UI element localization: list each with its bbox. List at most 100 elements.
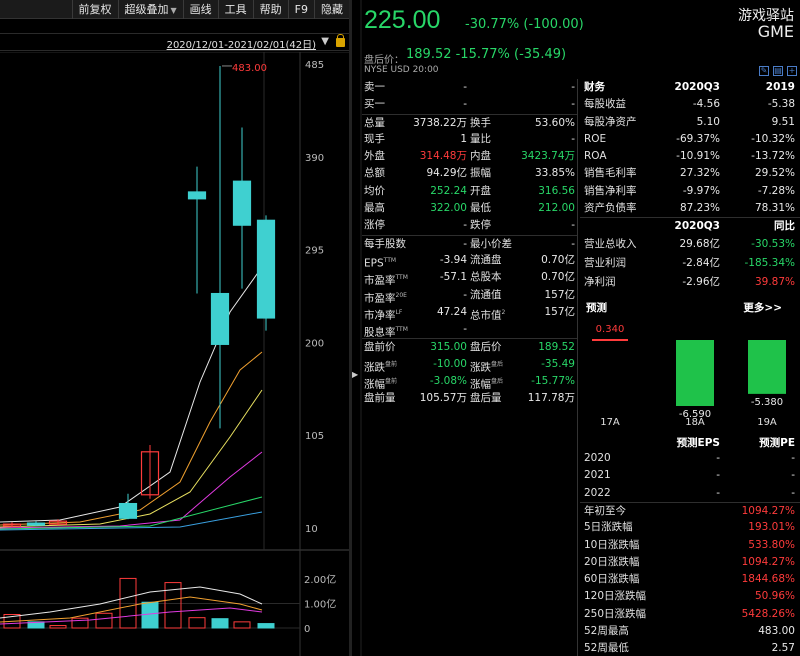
moving-average-line [0,266,263,523]
toolbar-f9-button[interactable]: F9 [287,0,314,19]
prediction-pe: - [791,452,795,464]
forecast-value: -6.590 [679,409,711,420]
quote-label: 涨幅盘前 [364,378,398,391]
moving-average-line [0,351,263,526]
date-range-selector[interactable]: 2020/12/01-2021/02/01(42日) [166,40,316,51]
panel-divider[interactable] [349,0,352,656]
quote-value: 3738.22万 [413,116,467,129]
volume-tick-label: 2.00亿 [304,573,336,586]
quote-value: 212.00 [538,202,575,215]
candle-body [210,292,230,345]
financial-row: 每股收益 -4.56 -5.38 [580,96,800,113]
quote-row: 总量 3738.22万 换手 53.60% [362,113,577,131]
quote-value: - [463,98,467,111]
performance-label: 10日涨跌幅 [584,538,640,551]
toolbar-draw-button[interactable]: 画线 [182,0,218,19]
quote-value: 322.00 [430,202,467,215]
metric-label: 营业总收入 [584,237,637,250]
forecast-header: 预测 更多>> [580,300,800,316]
quote-value: - [463,323,467,336]
performance-row: 60日涨跌幅 1844.68% [580,571,800,588]
chart-icon[interactable]: ▤ [773,66,783,76]
quote-label: 市盈率20E [364,291,407,305]
quote-value: -10.00 [433,357,467,370]
add-icon[interactable]: + [787,66,797,76]
quote-table: 卖一 - - 买一 - - 总量 3738.22万 换手 53.60% 现手 1 量比 - 外盘 314.48… [362,79,577,408]
quote-label: 卖一 [364,81,385,93]
superscript: 盘后 [491,378,504,386]
volume-bar [95,612,113,629]
performance-value: 1094.27% [741,555,795,568]
financial-table: 财务 2020Q3 2019 每股收益 -4.56 -5.38 每股净资产 5.10 9.51 R… [580,79,800,292]
pe-header: 预测PE [759,437,795,449]
y-tick-label: 200 [305,338,324,349]
forecast-year-label: 19A [757,417,777,428]
volume-bar [211,618,229,629]
performance-row: 120日涨跌幅 50.96% [580,588,800,605]
performance-value: 50.96% [754,590,795,603]
prediction-eps: - [716,452,720,464]
metric-label: 每股收益 [584,98,626,111]
quote-row: 最高 322.00 最低 212.00 [362,200,577,217]
quote-row: 现手 1 量比 - [362,131,577,148]
candlestick-chart[interactable]: 485 390 295 200 105 10 483.00 2.00亿 1.00亿 0 [0,52,349,656]
volume-bar [233,621,251,629]
candle-body [2,523,22,527]
performance-label: 5日涨跌幅 [584,521,633,534]
quote-label: 最小价差 [470,237,512,250]
volume-tick-label: 0 [304,624,310,635]
toolbar-overlay-button[interactable]: 超级叠加 ▼ [117,0,183,19]
performance-row: 年初至今 1094.27% [580,502,800,519]
expand-arrow-icon[interactable]: ▶ [352,370,359,379]
quote-value: - [463,288,467,301]
quote-value: 117.78万 [527,392,575,405]
prediction-table: 2020 - - 2021 - - 2022 - - [580,450,800,502]
y-tick-label: 390 [305,153,324,164]
candle-body [187,191,207,200]
metric-value: -10.32% [751,132,795,145]
metric-value: -2.84亿 [682,256,720,269]
metric-value: -4.56 [692,98,720,111]
chevron-down-icon[interactable]: ▼ [321,36,329,47]
metric-label: 资产负债率 [584,202,637,215]
quote-label: 盘后价 [470,341,502,354]
toolbar-help-button[interactable]: 帮助 [252,0,288,19]
performance-value: 533.80% [748,538,795,551]
quote-label: 最低 [470,202,491,215]
eps-header: 预测EPS [676,437,720,449]
toolbar-adjust-button[interactable]: 前复权 [71,0,118,19]
quote-value: 1 [460,132,467,145]
toolbar-hide-button[interactable]: 隐藏 [314,0,349,19]
metric-label: 销售毛利率 [584,167,637,180]
candle-body [26,522,46,526]
performance-label: 52周最低 [584,642,629,655]
quote-label: 跌停 [470,219,491,232]
edit-icon[interactable]: ✎ [759,66,769,76]
quote-label: 流通盘 [470,253,502,266]
volume-bar [119,577,137,629]
financial-row: ROE -69.37% -10.32% [580,131,800,148]
prediction-row: 2021 - - [580,467,800,484]
period-header: 2019 [765,81,795,93]
quote-label: 外盘 [364,150,385,163]
more-link[interactable]: 更多>> [743,302,782,314]
toolbar-tools-button[interactable]: 工具 [217,0,253,19]
financial-row: 营业总收入 29.68亿 -30.53% [580,235,800,254]
quote-label: 涨停 [364,219,385,232]
quote-label: 买一 [364,98,385,111]
quote-value: 33.85% [534,167,575,180]
volume-bar [141,601,159,629]
quote-value: - [571,219,575,232]
quote-label: 每手股数 [364,237,406,250]
quote-value: 0.70亿 [541,271,575,284]
metric-label: ROE [584,132,607,145]
superscript: 20E [395,291,407,299]
quote-label: 市净率LF [364,308,403,322]
superscript: TTM [383,256,397,264]
quote-label: 盘前量 [364,392,396,405]
quote-label: 总市值2 [470,308,506,322]
quote-label: 总股本 [470,271,502,284]
quote-value: 94.29亿 [426,167,467,180]
lock-icon[interactable] [336,34,345,47]
quote-row: 买一 - - [362,96,577,113]
